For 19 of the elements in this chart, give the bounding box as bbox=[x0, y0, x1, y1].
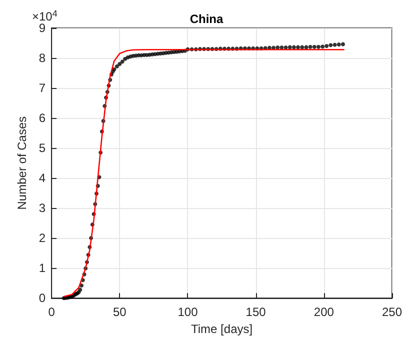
y-tick-label: 6 bbox=[38, 111, 46, 126]
y-tick-label: 1 bbox=[38, 261, 46, 276]
x-tick-label: 0 bbox=[48, 305, 56, 320]
y-tick-label: 2 bbox=[38, 231, 46, 246]
x-tick-label: 50 bbox=[112, 305, 127, 320]
y-tick-label: 5 bbox=[38, 141, 46, 156]
y-tick-label: 8 bbox=[38, 51, 46, 66]
y-tick-label: 3 bbox=[38, 201, 46, 216]
y-tick-label: 7 bbox=[38, 81, 46, 96]
y-tick-label: 4 bbox=[38, 171, 46, 186]
x-tick-label: 100 bbox=[178, 305, 198, 320]
x-tick-label: 150 bbox=[246, 305, 266, 320]
y-axis-title: Number of Cases bbox=[15, 116, 29, 210]
x-axis-title: Time [days] bbox=[190, 322, 253, 336]
y-tick-label: 0 bbox=[38, 291, 46, 306]
x-tick-label: 200 bbox=[314, 305, 334, 320]
x-tick-label: 250 bbox=[382, 305, 402, 320]
y-tick-label: 9 bbox=[38, 21, 46, 35]
chart-title: China bbox=[190, 12, 224, 26]
